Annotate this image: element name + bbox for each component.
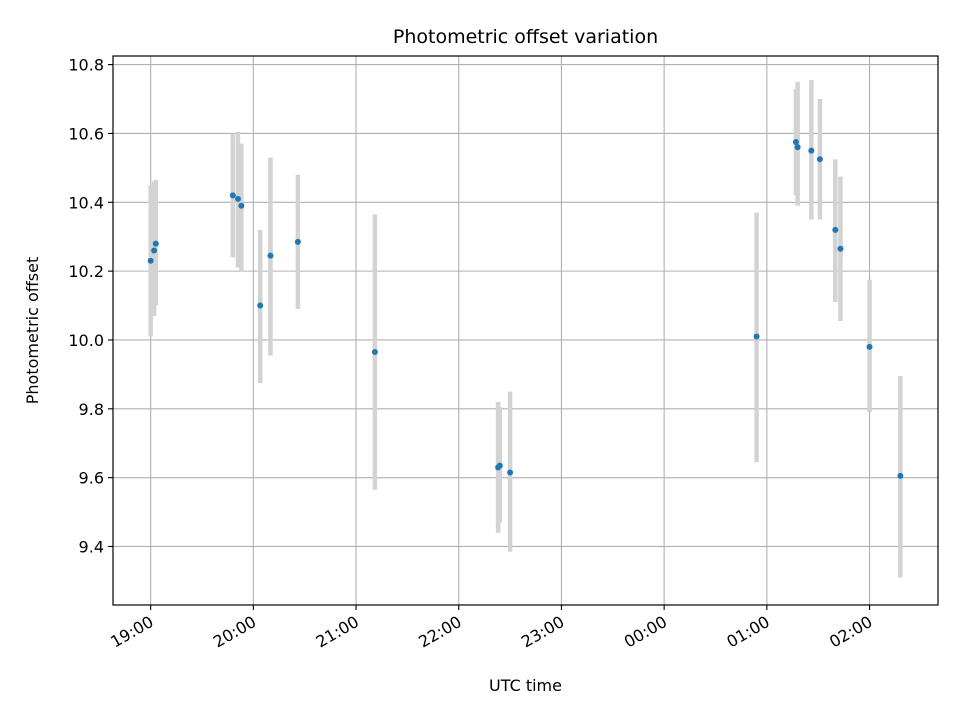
data-point	[257, 302, 264, 309]
data-point	[234, 195, 241, 202]
data-point	[816, 156, 823, 163]
data-point	[897, 472, 904, 479]
y-tick-label: 10.8	[68, 56, 104, 75]
data-point	[794, 144, 801, 151]
data-point	[267, 252, 274, 259]
data-point	[147, 257, 154, 264]
data-point	[792, 139, 799, 146]
data-point	[808, 147, 815, 154]
data-point	[294, 238, 301, 245]
y-tick-label: 10.2	[68, 262, 104, 281]
y-axis-ticks: 9.4 9.6 9.8 10.0 10.2 10.4 10.6 10.8	[68, 56, 113, 556]
y-tick-label: 9.8	[79, 400, 104, 419]
y-tick-label: 10.6	[68, 124, 104, 143]
data-point	[496, 462, 503, 469]
data-point	[238, 202, 245, 209]
plot-frame	[112, 55, 939, 606]
y-axis-label: Photometric offset	[23, 257, 42, 405]
data-point	[371, 349, 378, 356]
y-tick-label: 10.0	[68, 331, 104, 350]
y-tick-label: 9.4	[79, 537, 104, 556]
data-point	[507, 469, 514, 476]
data-point	[151, 247, 158, 254]
data-point	[152, 240, 159, 247]
chart-title: Photometric offset variation	[393, 26, 658, 48]
data-point	[832, 226, 839, 233]
data-point	[753, 333, 760, 340]
data-point	[837, 245, 844, 252]
y-tick-label: 10.4	[68, 193, 104, 212]
y-tick-label: 9.6	[79, 469, 104, 488]
data-point	[866, 343, 873, 350]
data-point	[229, 192, 236, 199]
data-points	[147, 139, 904, 479]
x-axis-label: UTC time	[489, 676, 562, 695]
